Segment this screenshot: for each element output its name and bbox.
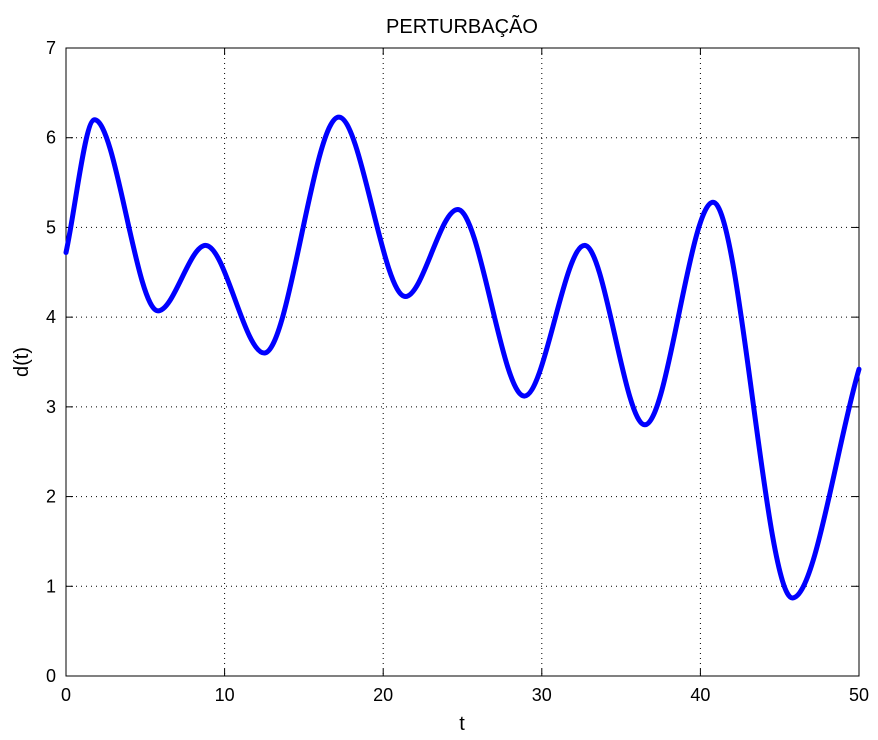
chart-title: PERTURBAÇÃO <box>386 14 538 38</box>
y-tick-label: 1 <box>46 576 56 596</box>
x-tick-label: 20 <box>373 685 393 705</box>
y-tick-label: 6 <box>46 128 56 148</box>
x-tick-label: 50 <box>849 685 869 705</box>
x-tick-label: 0 <box>61 685 71 705</box>
y-tick-label: 0 <box>46 666 56 686</box>
series-line <box>63 114 862 601</box>
y-axis-title: d(t) <box>11 347 33 377</box>
x-tick-label: 10 <box>215 685 235 705</box>
y-tick-label: 5 <box>46 217 56 237</box>
y-tick-label: 7 <box>46 38 56 58</box>
y-tick-label: 4 <box>46 307 56 327</box>
x-tick-labels: 0 10 20 30 40 50 <box>61 685 869 705</box>
x-axis-title: t <box>459 713 465 735</box>
x-tick-label: 30 <box>532 685 552 705</box>
y-tick-label: 3 <box>46 397 56 417</box>
plot-area-frame <box>65 47 860 677</box>
y-tick-labels: 0 1 2 3 4 5 6 7 <box>46 38 56 686</box>
x-tick-label: 40 <box>690 685 710 705</box>
y-tick-label: 2 <box>46 487 56 507</box>
